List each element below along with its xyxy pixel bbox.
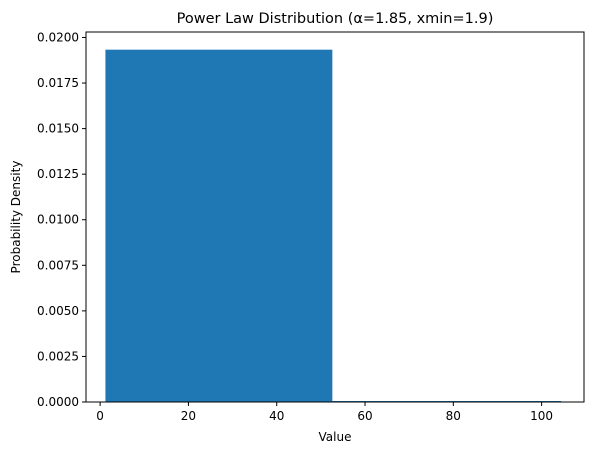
x-tick-label: 80 — [446, 409, 461, 423]
y-tick-label: 0.0125 — [37, 167, 79, 181]
y-axis: 0.0000 0.0025 0.0050 0.0075 0.0100 0.0125 0.01… — [37, 30, 86, 409]
y-tick-label: 0.0050 — [37, 304, 79, 318]
x-tick-label: 20 — [181, 409, 196, 423]
y-tick-label: 0.0150 — [37, 122, 79, 136]
y-tick-label: 0.0075 — [37, 258, 79, 272]
y-tick-label: 0.0000 — [37, 395, 79, 409]
x-tick-label: 40 — [269, 409, 284, 423]
y-tick-label: 0.0175 — [37, 76, 79, 90]
x-tick-label: 60 — [357, 409, 372, 423]
y-tick-label: 0.0025 — [37, 349, 79, 363]
x-tick-label: 0 — [96, 409, 104, 423]
x-axis: 0 20 40 60 80 100 — [96, 402, 553, 423]
chart-title: Power Law Distribution (α=1.85, xmin=1.9… — [177, 11, 494, 27]
x-axis-label: Value — [319, 430, 352, 444]
bars-layer — [105, 49, 562, 402]
y-tick-label: 0.0100 — [37, 213, 79, 227]
plot-frame — [85, 31, 585, 403]
histogram-bar-0 — [105, 49, 333, 402]
x-tick-label: 100 — [530, 409, 553, 423]
y-tick-label: 0.0200 — [37, 30, 79, 44]
y-axis-label: Probability Density — [9, 161, 23, 274]
